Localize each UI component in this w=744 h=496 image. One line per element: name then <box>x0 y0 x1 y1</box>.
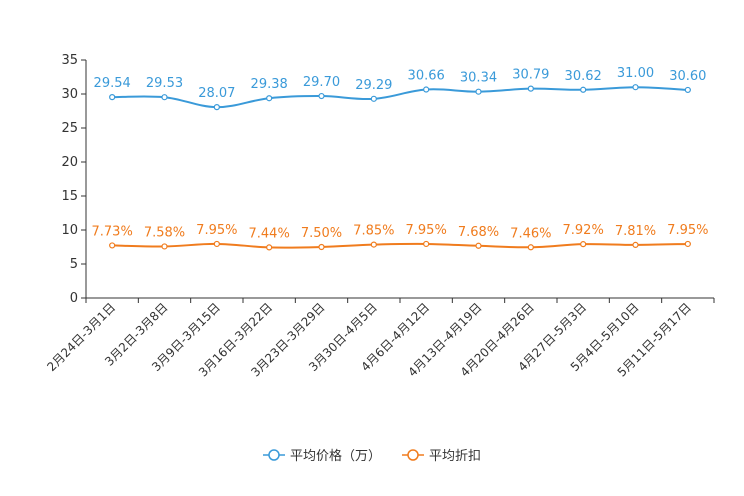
data-label: 29.53 <box>146 76 183 91</box>
data-point[interactable] <box>527 244 534 251</box>
data-point[interactable] <box>266 244 273 251</box>
data-label: 29.38 <box>251 77 288 92</box>
data-point[interactable] <box>423 240 430 248</box>
legend-item-avg-price[interactable]: 平均价格（万） <box>263 448 381 464</box>
data-point[interactable] <box>318 92 325 100</box>
data-label: 7.50% <box>301 226 342 241</box>
data-label: 31.00 <box>617 66 654 81</box>
y-tick-label: 30 <box>61 87 78 102</box>
legend[interactable]: 平均价格（万） 平均折扣 <box>263 448 481 464</box>
data-label: 7.95% <box>196 223 237 238</box>
y-tick-label: 5 <box>70 257 78 272</box>
data-label: 30.66 <box>408 69 445 84</box>
data-label: 7.92% <box>563 223 604 238</box>
y-tick-label: 35 <box>61 53 78 68</box>
data-label: 29.29 <box>355 78 392 93</box>
data-point[interactable] <box>213 104 220 111</box>
data-point[interactable] <box>527 85 534 92</box>
data-point[interactable] <box>370 95 377 102</box>
data-point[interactable] <box>475 88 482 95</box>
data-label: 7.81% <box>615 224 656 239</box>
data-label: 30.62 <box>565 69 602 84</box>
y-tick-label: 15 <box>61 189 78 204</box>
data-point[interactable] <box>632 84 639 91</box>
data-label: 30.34 <box>460 71 497 86</box>
data-label: 7.58% <box>144 225 185 240</box>
y-tick-label: 0 <box>70 291 78 306</box>
series-line <box>112 242 688 249</box>
series-avg-discount: 7.73% 7.58% 7.95% 7.44% 7.50% 7.85% 7.95% 7.68%… <box>92 223 708 251</box>
legend-label: 平均价格（万） <box>290 448 381 464</box>
data-point[interactable] <box>580 241 587 248</box>
y-tick-label: 20 <box>61 155 78 170</box>
data-label: 29.70 <box>303 75 340 90</box>
data-label: 7.46% <box>510 226 551 241</box>
data-point[interactable] <box>370 241 377 248</box>
data-label: 7.44% <box>249 226 290 241</box>
data-point[interactable] <box>475 242 482 249</box>
data-point[interactable] <box>109 242 116 249</box>
data-label: 7.95% <box>406 223 447 238</box>
legend-item-avg-discount[interactable]: 平均折扣 <box>402 449 481 464</box>
data-point[interactable] <box>161 243 168 250</box>
data-label: 7.95% <box>667 223 708 238</box>
data-label: 30.60 <box>669 69 706 84</box>
data-point[interactable] <box>318 243 325 251</box>
data-point[interactable] <box>684 86 691 94</box>
axes: 051015202530352月24日-3月1日3月2日-3月8日3月9日-3月… <box>44 53 715 380</box>
data-label: 30.79 <box>512 68 549 83</box>
data-label: 7.68% <box>458 225 499 240</box>
data-point[interactable] <box>213 240 220 248</box>
legend-marker-icon <box>407 449 419 461</box>
data-point[interactable] <box>580 86 587 93</box>
series-layer: 29.54 29.53 28.07 29.38 29.70 29.29 30.66 30.34… <box>92 66 708 251</box>
data-label: 7.85% <box>353 224 394 239</box>
data-point[interactable] <box>109 94 116 101</box>
legend-label: 平均折扣 <box>429 449 481 464</box>
data-label: 28.07 <box>198 86 235 101</box>
data-point[interactable] <box>632 241 639 248</box>
data-point[interactable] <box>161 94 168 101</box>
data-point[interactable] <box>266 95 273 102</box>
y-tick-label: 25 <box>61 121 78 136</box>
data-label: 29.54 <box>94 76 131 91</box>
series-line <box>112 86 688 109</box>
series-avg-price: 29.54 29.53 28.07 29.38 29.70 29.29 30.66 30.34… <box>94 66 706 111</box>
data-point[interactable] <box>684 240 691 248</box>
y-tick-label: 10 <box>61 223 78 238</box>
data-point[interactable] <box>423 86 430 93</box>
data-label: 7.73% <box>92 224 133 239</box>
legend-marker-icon <box>268 449 280 461</box>
